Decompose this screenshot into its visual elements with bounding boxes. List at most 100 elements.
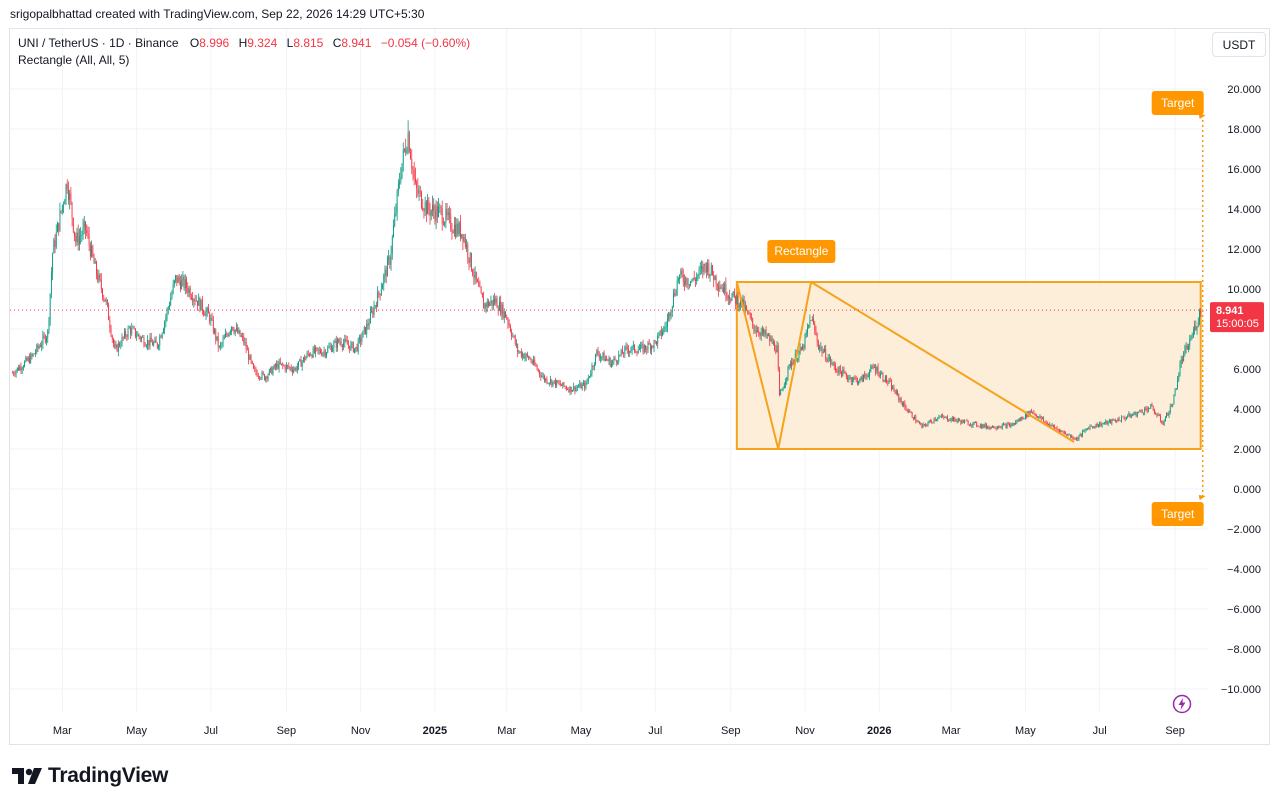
candle-body [613,358,615,362]
target-label[interactable]: Target [1161,507,1195,521]
candle-body [30,354,32,363]
candle-body [457,223,459,234]
candle-body [959,419,961,421]
candle-body [153,342,155,346]
pattern-line[interactable] [735,281,780,450]
candle-body [861,376,863,382]
price-chart[interactable]: 20.000 18.000 16.000 14.000 12.000 10.000 6.00… [0,0,1280,760]
candle-body [691,280,693,282]
target-arrow [1198,114,1206,119]
indicator-row[interactable]: Rectangle (All, All, 5) [18,53,130,67]
candle-body [143,337,145,346]
candle-body [1038,416,1040,418]
candle-body [105,299,107,302]
y-tick-label: −6.000 [1227,604,1261,616]
candle-body [595,353,597,365]
candle-body [849,377,851,379]
candle-body [804,334,806,349]
tradingview-logo[interactable]: TradingView [12,764,168,788]
candle-body [273,364,275,369]
candle-body [1174,389,1176,395]
price-badge-value: 8.941 [1216,305,1244,317]
candle-body [1110,420,1112,424]
candle-body [953,417,954,421]
candle-body [733,291,735,296]
price-badge[interactable] [1210,302,1264,333]
candle-body [388,257,390,260]
currency-button[interactable]: USDT [1212,32,1266,57]
candle-body [842,369,844,377]
candle-body [854,377,856,379]
candle-body [753,324,755,331]
candle-body [1183,352,1185,361]
candle-body [435,205,437,221]
candle-body [160,336,162,338]
candle-body [797,358,799,361]
candle-body [134,328,136,337]
candle-body [568,389,570,392]
rectangle-label[interactable]: Rectangle [774,244,828,258]
x-tick-label: May [1015,725,1036,737]
candle-body [60,210,62,212]
candle-body [351,342,353,344]
lightning-icon[interactable] [1172,694,1192,714]
candle-body [651,345,653,351]
candle-body [450,214,452,230]
candle-body [1078,436,1080,440]
candle-body [1104,423,1105,424]
candle-body [1069,434,1071,437]
pattern-line[interactable] [810,281,1075,443]
candle-body [602,353,604,357]
candle-body [915,416,917,422]
candle-body [110,327,112,336]
candle-body [333,342,335,349]
candle-body [412,168,414,171]
candle-body [183,276,185,289]
candle-body [637,350,639,354]
rectangle-pattern[interactable] [735,281,1202,450]
symbol-title[interactable]: UNI / TetherUS · 1D · Binance [18,36,179,50]
candle-body [575,387,577,391]
pattern-line[interactable] [777,281,813,450]
candle-body [277,363,279,369]
candle-body [1031,410,1032,412]
candle-body [552,381,554,386]
candle-body [679,274,681,280]
candle-body [905,406,907,411]
candle-body [989,426,991,429]
candle-body [70,193,72,203]
candle-body [366,323,368,334]
candle-body [44,335,46,342]
candle-body [1154,410,1155,414]
candle-body [802,346,804,350]
candle-body [473,275,475,278]
candle-body [692,277,694,281]
candle-body [162,329,164,333]
candle-body [1116,421,1118,422]
candle-body [12,373,13,374]
x-tick-label: Mar [497,725,516,737]
candle-body [1010,424,1012,427]
candle-body [1071,436,1073,437]
candle-body [1024,413,1026,419]
candle-body [608,358,610,361]
candle-body [259,376,261,379]
candle-body [1049,424,1051,427]
candle-body [184,279,186,289]
candle-body [1021,416,1023,420]
candle-body [1007,423,1009,425]
candle-body [394,213,396,227]
candle-body [1136,412,1138,416]
candle-body [881,373,883,375]
candle-body [1118,418,1120,421]
rectangle-label-box [767,240,836,263]
candle-body [724,283,726,293]
candle-body [468,257,470,263]
candle-body [697,274,699,277]
candle-body [458,222,460,234]
target-label[interactable]: Target [1161,96,1195,110]
candle-body [343,343,345,348]
candle-body [838,366,840,374]
candle-body [71,202,73,218]
candle-body [289,367,291,368]
